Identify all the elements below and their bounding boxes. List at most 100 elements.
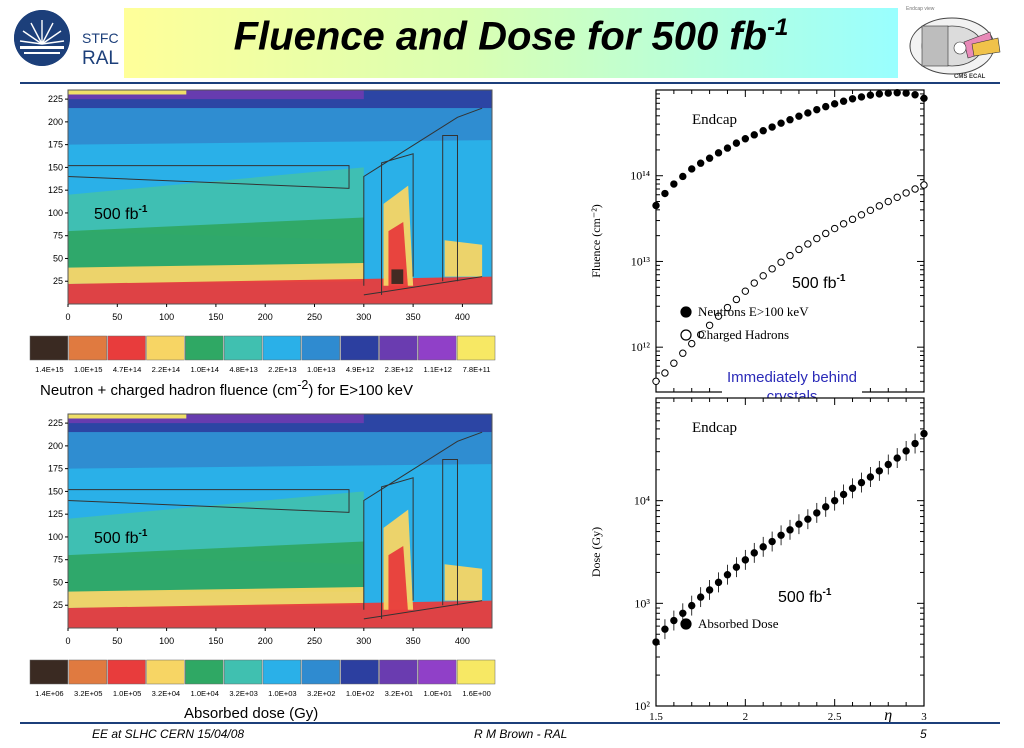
fluence-plot-series-1-point: [839, 220, 848, 228]
fluence-y-tick-label: 25: [53, 276, 63, 286]
fluence-y-tick-label: 125: [48, 185, 63, 195]
fluence-plot-series-0-point: [732, 139, 741, 147]
fluence-plot-series-1-point: [652, 377, 660, 385]
dose-plot-legend-label: Absorbed Dose: [698, 616, 779, 631]
fluence-map-region-3: [68, 108, 492, 145]
fluence-plot-series-0-point: [813, 105, 821, 114]
dose-x-tick-label: 0: [65, 636, 70, 646]
fluence-plot-series-1-point: [768, 265, 776, 273]
fluence-scale-label: 7.8E+11: [463, 365, 491, 374]
fluence-plot-series-0-point: [750, 131, 758, 139]
fluence-plot-series-0-point: [804, 109, 812, 117]
dose-map-region-6: [68, 587, 364, 608]
fluence-x-tick-label: 300: [356, 312, 371, 322]
dose-scale-swatch: [29, 659, 69, 685]
dose-scale-swatch: [223, 659, 263, 685]
dose-scale-swatch: [379, 659, 418, 685]
dose-scale-label: 1.0E+03: [268, 689, 297, 698]
dose-map-region-9: [388, 546, 409, 615]
dose-scale-label: 3.2E+05: [74, 689, 103, 698]
fluence-plot-series-0-point: [705, 154, 714, 162]
footer-rule: [20, 722, 1000, 724]
fluence-plot-series-1-point: [786, 251, 794, 260]
fluence-plot-series-0-point: [759, 127, 767, 135]
fluence-scale-swatch: [223, 335, 263, 361]
fluence-plot-series-0-point: [652, 201, 660, 210]
dose-map-region-2: [68, 414, 187, 419]
dose-plot-legend-marker: [680, 618, 692, 630]
dose-y-tick-label: 225: [48, 418, 63, 428]
dose-scale-swatch: [418, 659, 457, 685]
page-title: Fluence and Dose for 500 fb-1: [233, 14, 789, 59]
svg-text:Endcap view: Endcap view: [906, 6, 935, 12]
dose-plot-series-0-point: [866, 473, 875, 481]
dose-x-tick-label: 250: [307, 636, 322, 646]
fluence-scale-swatch: [146, 335, 185, 361]
stfc-logo: [14, 10, 70, 66]
footer-page-number: 5: [920, 727, 927, 741]
fluence-y-tick-label: 150: [48, 162, 63, 172]
fluence-map-frame: [67, 89, 493, 305]
fluence-map-figure: 225 200 175 150 125 100 75 50 25 0 50 100 150 200 250 3…: [22, 86, 510, 386]
fluence-luminosity-note: 500 fb-1: [94, 204, 148, 223]
dose-plot-series-0-point: [750, 549, 758, 557]
fluence-scale-label: 1.0E+15: [74, 365, 103, 374]
header-rule: [20, 82, 1000, 84]
dose-x-tick-label: 100: [159, 636, 174, 646]
dose-scale-label: 3.2E+01: [385, 689, 414, 698]
fluence-scale-swatch: [29, 335, 69, 361]
dose-scale-swatch: [107, 659, 146, 685]
logo-text-ral: RAL: [82, 48, 119, 69]
dose-plot-series-0-point: [741, 556, 750, 564]
dose-y-tick-label: 175: [48, 464, 63, 474]
dose-scale-label: 1.0E+05: [113, 689, 142, 698]
dose-plot-region-label: Endcap: [692, 420, 737, 436]
dose-plot-y-tick-label: 10³: [634, 596, 650, 610]
fluence-x-tick-label: 50: [112, 312, 122, 322]
dose-y-tick-label: 200: [48, 441, 63, 451]
fluence-plot-legend-label: Charged Hadrons: [698, 327, 789, 342]
fluence-map-region-5: [68, 217, 364, 268]
fluence-plot-series-1-point: [795, 245, 803, 254]
fluence-plot-series-1-point: [688, 339, 696, 348]
fluence-plot-series-1-point: [902, 189, 910, 197]
fluence-plot-series-1-point: [884, 197, 892, 206]
title-banner: [124, 8, 898, 78]
fluence-y-tick-label: 200: [48, 117, 63, 127]
fluence-plot-series-1-point: [705, 321, 714, 329]
fluence-scale-swatch: [262, 335, 302, 361]
dose-map-caption: Absorbed dose (Gy): [184, 705, 319, 722]
dose-scale-label: 1.0E+02: [346, 689, 375, 698]
dose-detector-outline: [67, 431, 483, 620]
dose-scale-swatch: [185, 659, 224, 685]
fluence-plot-series-1-point: [830, 224, 839, 233]
fluence-x-tick-label: 150: [208, 312, 223, 322]
fluence-scale-label: 2.2E+13: [268, 365, 297, 374]
fluence-map-caption: Neutron + charged hadron fluence (cm-2) …: [40, 378, 414, 399]
dose-plot-series-0-point: [830, 496, 839, 505]
fluence-plot-series-0-point: [902, 89, 910, 97]
dose-map-figure: 225 200 175 150 125 100 75 50 25 0 50 100 150 200 250 3…: [22, 410, 510, 708]
dose-plot-series-0-point: [857, 478, 866, 487]
fluence-plot-series-1-point: [732, 295, 741, 304]
dose-plot-series-0-point: [759, 543, 767, 551]
fluence-plot-series-1-point: [893, 193, 901, 202]
dose-plot-series-0-point: [911, 439, 919, 448]
fluence-plot-series-1-point: [920, 181, 928, 189]
fluence-plot-series-1-point: [866, 206, 875, 215]
dose-plot-series-0-point: [705, 586, 714, 594]
fluence-scale-label: 2.2E+14: [152, 365, 181, 374]
fluence-plot-series-0-point: [875, 90, 884, 98]
fluence-plot-series-1-point: [857, 211, 866, 219]
fluence-scale-label: 1.1E+12: [423, 365, 452, 374]
fluence-plot-series-0-point: [848, 95, 857, 103]
fluence-plot-series-0-point: [670, 180, 678, 188]
fluence-plot-luminosity-note: 500 fb-1: [792, 273, 846, 292]
fluence-plot-series-1-point: [759, 272, 767, 280]
dose-scale-swatch: [340, 659, 379, 685]
fluence-plot-series-1-point: [848, 215, 857, 224]
fluence-plot-series-0-point: [741, 135, 750, 143]
dose-x-tick-label: 50: [112, 636, 122, 646]
dose-plot-series-0-point: [884, 460, 892, 469]
fluence-plot-series-0-point: [688, 165, 696, 173]
